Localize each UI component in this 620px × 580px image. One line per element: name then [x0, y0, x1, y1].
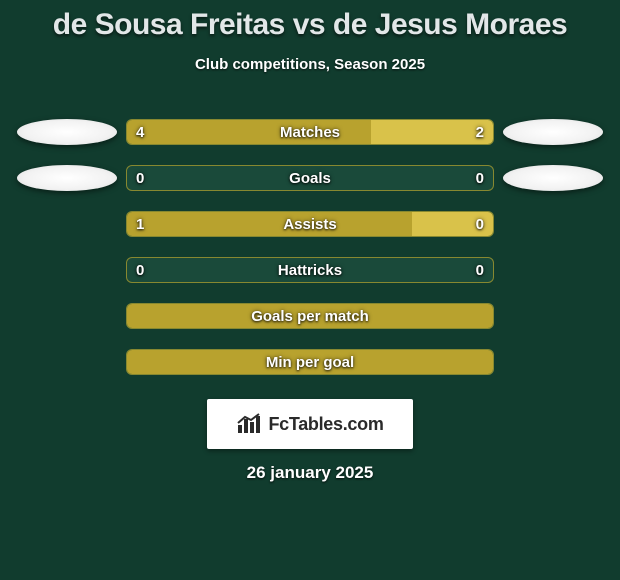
player-right-avatar	[503, 165, 603, 191]
left-avatar-col	[8, 293, 126, 339]
bar-track	[126, 257, 494, 283]
source-logo-text: FcTables.com	[268, 414, 383, 435]
infographic-container: de Sousa Freitas vs de Jesus Moraes Club…	[0, 0, 620, 483]
stat-row: Assists10	[8, 201, 612, 247]
source-logo: FcTables.com	[207, 399, 413, 449]
comparison-chart: Matches42 Goals00 Assists10 Hattricks00 Goal…	[0, 109, 620, 385]
bar-fill	[127, 304, 493, 328]
left-avatar-col	[8, 339, 126, 385]
stat-bar: Matches42	[126, 119, 494, 145]
bar-track	[126, 349, 494, 375]
bar-fill	[127, 350, 493, 374]
bar-left-fill	[127, 120, 371, 144]
page-subtitle: Club competitions, Season 2025	[0, 56, 620, 73]
stat-row: Hattricks00	[8, 247, 612, 293]
stat-bar: Assists10	[126, 211, 494, 237]
right-avatar-col	[494, 109, 612, 155]
stat-row: Goals00	[8, 155, 612, 201]
stat-row: Min per goal	[8, 339, 612, 385]
bar-track	[126, 119, 494, 145]
left-avatar-col	[8, 201, 126, 247]
stat-bar: Goals00	[126, 165, 494, 191]
bar-track	[126, 165, 494, 191]
chart-icon	[236, 413, 262, 435]
date-label: 26 january 2025	[0, 463, 620, 483]
page-title: de Sousa Freitas vs de Jesus Moraes	[0, 8, 620, 42]
bar-track	[126, 303, 494, 329]
bar-left-fill	[127, 212, 412, 236]
bar-track	[126, 211, 494, 237]
right-avatar-col	[494, 155, 612, 201]
right-avatar-col	[494, 339, 612, 385]
stat-bar: Goals per match	[126, 303, 494, 329]
left-avatar-col	[8, 109, 126, 155]
left-avatar-col	[8, 247, 126, 293]
stat-bar: Min per goal	[126, 349, 494, 375]
right-avatar-col	[494, 247, 612, 293]
player-right-avatar	[503, 119, 603, 145]
player-left-avatar	[17, 119, 117, 145]
stat-bar: Hattricks00	[126, 257, 494, 283]
right-avatar-col	[494, 293, 612, 339]
right-avatar-col	[494, 201, 612, 247]
stat-row: Goals per match	[8, 293, 612, 339]
player-left-avatar	[17, 165, 117, 191]
stat-row: Matches42	[8, 109, 612, 155]
bar-right-fill	[412, 212, 493, 236]
bar-right-fill	[371, 120, 493, 144]
left-avatar-col	[8, 155, 126, 201]
